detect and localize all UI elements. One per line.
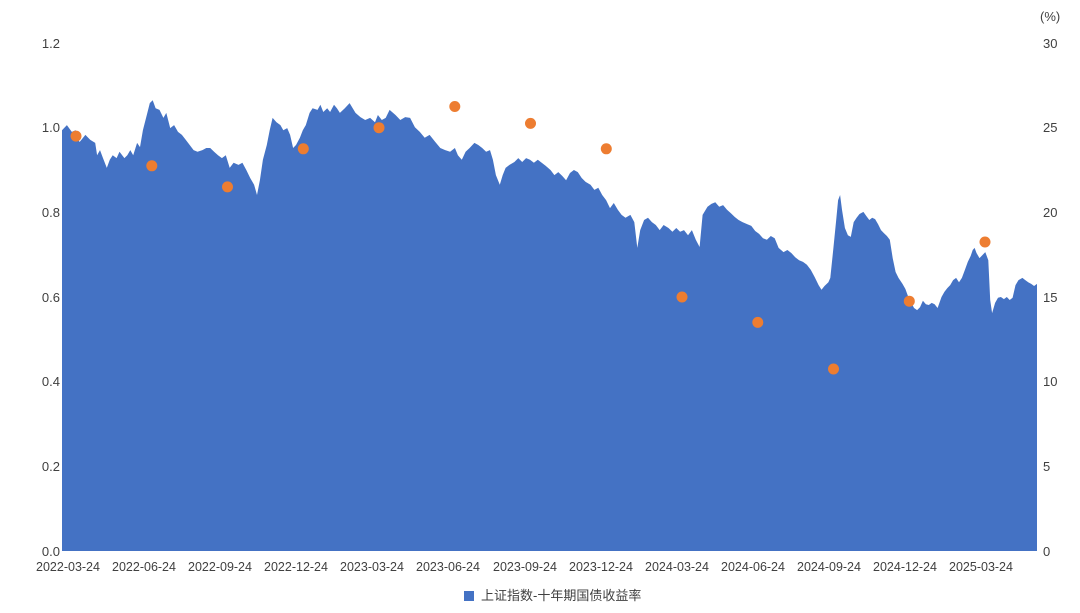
left-axis-tick-label: 0.6 bbox=[41, 290, 60, 305]
left-axis-tick-label: 0.2 bbox=[41, 459, 60, 474]
x-axis-tick-label: 2024-12-24 bbox=[873, 560, 937, 574]
right-axis-tick-label: 10 bbox=[1043, 374, 1058, 389]
scatter-point bbox=[297, 143, 309, 155]
x-axis-tick-label: 2023-12-24 bbox=[569, 560, 633, 574]
scatter-point bbox=[373, 122, 385, 134]
scatter-point bbox=[449, 101, 461, 112]
scatter-point bbox=[903, 295, 915, 307]
x-axis-tick-label: 2025-03-24 bbox=[949, 560, 1013, 574]
x-axis-tick-label: 2022-09-24 bbox=[188, 560, 252, 574]
right-axis-tick-label: 0 bbox=[1043, 544, 1051, 559]
left-axis-tick-label: 0.0 bbox=[41, 544, 60, 559]
right-axis-unit-label: (%) bbox=[1040, 9, 1061, 24]
scatter-point bbox=[146, 160, 158, 172]
legend: 上证指数-十年期国债收益率 bbox=[464, 589, 641, 602]
right-axis-tick-label: 15 bbox=[1043, 290, 1058, 305]
scatter-point bbox=[979, 236, 991, 248]
x-axis-tick-label: 2022-03-24 bbox=[36, 560, 100, 574]
scatter-point bbox=[676, 291, 688, 303]
x-axis-tick-label: 2024-09-24 bbox=[797, 560, 861, 574]
scatter-point bbox=[70, 130, 82, 142]
x-axis-tick-label: 2024-06-24 bbox=[721, 560, 785, 574]
x-axis-tick-label: 2023-09-24 bbox=[493, 560, 557, 574]
left-axis-tick-label: 0.4 bbox=[41, 374, 60, 389]
legend-swatch-icon bbox=[464, 590, 474, 601]
legend-label: 上证指数-十年期国债收益率 bbox=[481, 588, 642, 603]
x-axis-tick-label: 2022-12-24 bbox=[264, 560, 328, 574]
scatter-point bbox=[828, 363, 839, 375]
right-axis-tick-label: 25 bbox=[1043, 120, 1058, 135]
right-axis-tick-label: 5 bbox=[1043, 459, 1051, 474]
right-axis-tick-label: 20 bbox=[1043, 205, 1058, 220]
x-axis-tick-label: 2024-03-24 bbox=[645, 560, 709, 574]
left-axis-tick-label: 0.8 bbox=[41, 205, 60, 220]
x-axis-tick-label: 2023-06-24 bbox=[416, 560, 480, 574]
area-series bbox=[62, 100, 1037, 551]
scatter-series bbox=[70, 101, 991, 375]
left-axis-tick-label: 1.2 bbox=[41, 36, 60, 51]
left-axis-tick-label: 1.0 bbox=[41, 120, 60, 135]
scatter-point bbox=[600, 143, 612, 155]
x-axis-tick-label: 2023-03-24 bbox=[340, 560, 404, 574]
scatter-point bbox=[525, 117, 536, 129]
x-axis-tick-label: 2022-06-24 bbox=[112, 560, 176, 574]
scatter-point bbox=[222, 181, 233, 193]
right-axis-tick-label: 30 bbox=[1043, 36, 1058, 51]
scatter-point bbox=[752, 316, 764, 328]
